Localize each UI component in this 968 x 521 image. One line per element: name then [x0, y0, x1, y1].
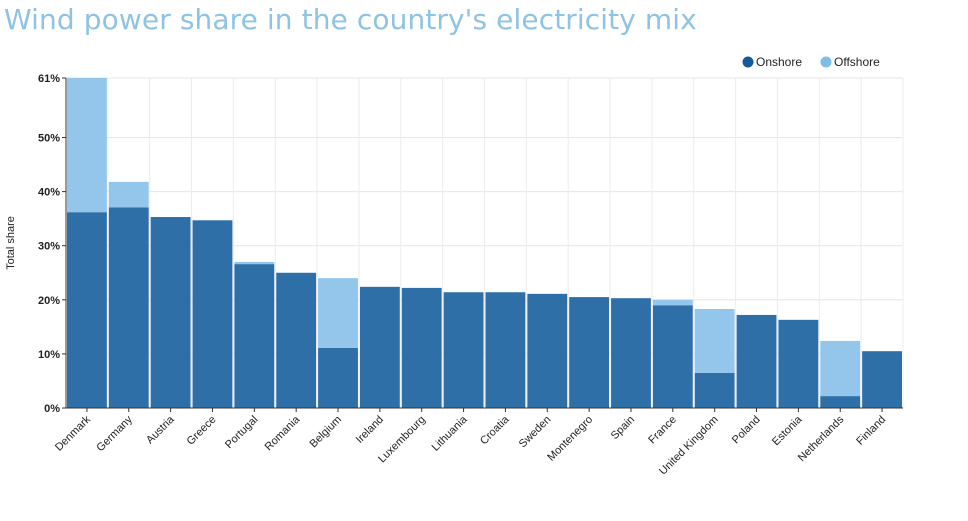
bar-onshore-greece[interactable]	[192, 220, 233, 408]
legend-swatch	[742, 56, 754, 68]
bar-onshore-united-kingdom[interactable]	[694, 372, 735, 408]
x-tick-label: Portugal	[223, 414, 260, 451]
x-tick-label: Belgium	[308, 414, 345, 451]
x-tick-label: Romania	[263, 413, 303, 453]
y-axis-ticks: 0% 10% 20% 30% 40% 50% 61%	[38, 73, 66, 415]
x-tick-label: Germany	[94, 413, 135, 454]
bar-offshore-germany[interactable]	[108, 181, 149, 208]
legend-item-onshore[interactable]: Onshore	[742, 55, 803, 69]
bar-onshore-portugal[interactable]	[234, 264, 275, 408]
bar-offshore-denmark[interactable]	[67, 78, 107, 213]
bar-onshore-poland[interactable]	[736, 314, 777, 408]
bar-offshore-belgium[interactable]	[318, 278, 358, 348]
x-tick-label: Netherlands	[796, 413, 847, 464]
bar-onshore-ireland[interactable]	[359, 286, 400, 408]
bar-offshore-united-kingdom[interactable]	[694, 309, 735, 373]
x-tick-label: Finland	[854, 414, 888, 448]
y-tick-label: 10%	[38, 349, 60, 361]
y-tick-label: 61%	[38, 73, 60, 85]
bar-onshore-austria[interactable]	[150, 217, 191, 408]
bar-onshore-netherlands[interactable]	[820, 396, 861, 408]
legend-swatch	[820, 56, 832, 68]
bar-offshore-france[interactable]	[652, 299, 693, 306]
x-tick-label: Lithuania	[430, 413, 471, 454]
legend-label: Offshore	[834, 55, 880, 69]
legend-item-offshore[interactable]: Offshore	[820, 55, 881, 69]
bar-onshore-estonia[interactable]	[778, 319, 819, 408]
x-tick-label: Poland	[730, 414, 763, 447]
bars	[67, 78, 902, 408]
bar-onshore-germany[interactable]	[108, 207, 149, 408]
bar-offshore-portugal[interactable]	[234, 261, 275, 265]
legend-label: Onshore	[756, 55, 802, 69]
y-tick-label: 40%	[38, 187, 60, 199]
x-tick-label: Croatia	[478, 413, 512, 447]
chart-title: Wind power share in the country's electr…	[4, 3, 697, 36]
x-tick-label: Ireland	[354, 414, 386, 446]
x-tick-label: Estonia	[770, 413, 805, 448]
gridlines	[65, 77, 904, 409]
x-tick-label: Sweden	[517, 414, 554, 451]
bar-onshore-denmark[interactable]	[67, 212, 107, 408]
x-axis-ticks: Denmark Germany Austria Greece Portugal Roman…	[53, 408, 888, 477]
bar-onshore-croatia[interactable]	[485, 292, 526, 408]
x-tick-label: Montenegro	[545, 414, 595, 464]
bar-onshore-spain[interactable]	[611, 298, 651, 408]
y-axis-label: Total share	[5, 216, 17, 270]
y-tick-label: 0%	[44, 403, 60, 415]
bar-offshore-netherlands[interactable]	[820, 340, 861, 397]
bar-onshore-france[interactable]	[652, 305, 693, 408]
y-tick-label: 20%	[38, 295, 60, 307]
bar-onshore-montenegro[interactable]	[569, 297, 610, 408]
x-tick-label: Greece	[185, 414, 219, 448]
bar-onshore-luxembourg[interactable]	[401, 287, 442, 408]
legend: Onshore Offshore	[742, 55, 881, 69]
bar-onshore-lithuania[interactable]	[443, 292, 484, 408]
y-tick-label: 30%	[38, 241, 60, 253]
y-tick-label: 50%	[38, 133, 60, 145]
bar-onshore-romania[interactable]	[276, 272, 317, 408]
x-tick-label: Spain	[609, 414, 637, 442]
bar-onshore-sweden[interactable]	[527, 293, 568, 408]
bar-onshore-belgium[interactable]	[318, 347, 358, 408]
axes	[65, 78, 903, 409]
x-tick-label: Austria	[144, 413, 177, 446]
bar-onshore-finland[interactable]	[862, 351, 902, 408]
x-tick-label: Denmark	[53, 413, 93, 453]
x-tick-label: France	[646, 414, 679, 447]
